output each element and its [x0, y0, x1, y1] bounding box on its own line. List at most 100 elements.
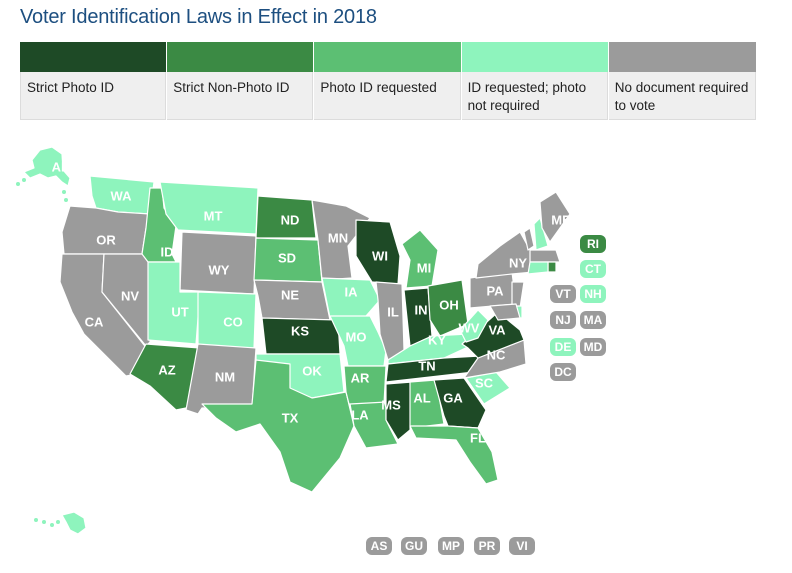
state-vt[interactable] — [523, 227, 535, 251]
state-badge-dc[interactable]: DC — [550, 363, 576, 381]
hawaii-island — [56, 520, 60, 524]
legend-swatch — [608, 42, 756, 72]
state-mi[interactable] — [401, 229, 439, 289]
state-badge-mp[interactable]: MP — [438, 537, 464, 555]
badge-background — [550, 338, 576, 356]
state-label-il: IL — [387, 305, 399, 320]
state-label-oh: OH — [439, 298, 459, 313]
state-label-sd: SD — [278, 251, 296, 266]
legend: Strict Photo ID Strict Non-Photo ID Phot… — [20, 42, 756, 120]
state-label-al: AL — [413, 391, 430, 406]
state-badge-nh[interactable]: NH — [580, 285, 606, 303]
state-label-mi: MI — [417, 261, 431, 276]
state-ia[interactable] — [321, 277, 381, 319]
state-ri[interactable] — [547, 261, 557, 273]
state-label-nv: NV — [121, 289, 139, 304]
state-badge-de[interactable]: DE — [550, 338, 576, 356]
legend-swatch — [20, 42, 167, 72]
state-badge-vt[interactable]: VT — [550, 285, 576, 303]
state-tx[interactable] — [201, 359, 355, 493]
state-mt[interactable] — [159, 181, 259, 235]
state-label-ak: AK — [52, 160, 71, 175]
state-label-ne: NE — [281, 288, 299, 303]
state-me[interactable] — [539, 191, 571, 243]
state-label-wa: WA — [111, 189, 133, 204]
legend-item-strict-photo[interactable]: Strict Photo ID — [20, 42, 168, 120]
badge-background — [438, 537, 464, 555]
state-badge-ma[interactable]: MA — [580, 311, 606, 329]
badge-label: GU — [405, 539, 423, 553]
legend-swatch — [167, 42, 314, 72]
state-fl[interactable] — [409, 425, 499, 485]
badge-background — [580, 338, 606, 356]
badge-label: NH — [584, 287, 601, 301]
state-badge-ri[interactable]: RI — [580, 235, 606, 253]
alaska-island — [64, 198, 68, 202]
state-badge-pr[interactable]: PR — [474, 537, 500, 555]
badge-label: AS — [371, 539, 388, 553]
state-oh[interactable] — [427, 279, 469, 337]
state-hi[interactable] — [61, 511, 87, 535]
legend-label: Strict Non-Photo ID — [167, 72, 314, 120]
state-wv[interactable] — [459, 309, 489, 343]
badge-label: DE — [555, 340, 572, 354]
state-label-wi: WI — [372, 249, 388, 264]
badge-background — [580, 260, 606, 278]
state-badge-vi[interactable]: VI — [509, 537, 535, 555]
state-label-mt: MT — [204, 209, 223, 224]
state-badge-ct[interactable]: CT — [580, 260, 606, 278]
state-ct[interactable] — [527, 261, 549, 275]
state-label-az: AZ — [158, 363, 175, 378]
legend-swatch — [461, 42, 608, 72]
state-ma[interactable] — [529, 249, 561, 263]
alaska-island — [16, 182, 20, 186]
legend-swatch — [314, 42, 461, 72]
badge-background — [580, 235, 606, 253]
legend-item-photo-requested[interactable]: Photo ID requested — [314, 42, 462, 120]
hawaii-island — [50, 523, 54, 527]
state-label-fl: FL — [470, 431, 486, 446]
state-badge-md[interactable]: MD — [580, 338, 606, 356]
state-ak[interactable] — [23, 146, 71, 187]
state-badge-gu[interactable]: GU — [401, 537, 427, 555]
alaska-island — [22, 178, 26, 182]
state-badge-as[interactable]: AS — [366, 537, 392, 555]
state-label-nd: ND — [281, 213, 300, 228]
state-nm[interactable] — [185, 343, 257, 415]
badge-background — [580, 285, 606, 303]
state-mo[interactable] — [329, 315, 387, 367]
state-label-nm: NM — [215, 370, 235, 385]
badge-background — [474, 537, 500, 555]
badge-label: RI — [587, 237, 599, 251]
badge-background — [366, 537, 392, 555]
badge-label: MA — [584, 313, 603, 327]
legend-item-no-document[interactable]: No document required to vote — [608, 42, 756, 120]
state-label-me: ME — [551, 213, 571, 228]
state-label-tn: TN — [418, 359, 435, 374]
state-label-ia: IA — [345, 285, 359, 300]
badge-background — [550, 311, 576, 329]
state-label-ny: NY — [509, 256, 527, 271]
page-title: Voter Identification Laws in Effect in 2… — [20, 6, 377, 28]
legend-label: Strict Photo ID — [20, 72, 167, 120]
badge-background — [401, 537, 427, 555]
state-label-nc: NC — [487, 348, 506, 363]
badge-label: MP — [442, 539, 460, 553]
state-label-ks: KS — [291, 324, 309, 339]
state-nh[interactable] — [533, 217, 549, 251]
state-ms[interactable] — [385, 381, 413, 441]
state-label-ok: OK — [302, 364, 322, 379]
state-label-co: CO — [223, 315, 243, 330]
state-label-wy: WY — [209, 263, 230, 278]
state-label-sc: SC — [475, 376, 494, 391]
badge-label: NJ — [555, 313, 570, 327]
state-al[interactable] — [409, 379, 445, 429]
state-label-mo: MO — [346, 330, 367, 345]
state-md[interactable] — [489, 303, 521, 321]
state-nd[interactable] — [255, 195, 317, 239]
legend-item-id-requested[interactable]: ID requested; photo not required — [461, 42, 609, 120]
legend-item-strict-nonphoto[interactable]: Strict Non-Photo ID — [167, 42, 315, 120]
state-badge-nj[interactable]: NJ — [550, 311, 576, 329]
badge-background — [550, 363, 576, 381]
